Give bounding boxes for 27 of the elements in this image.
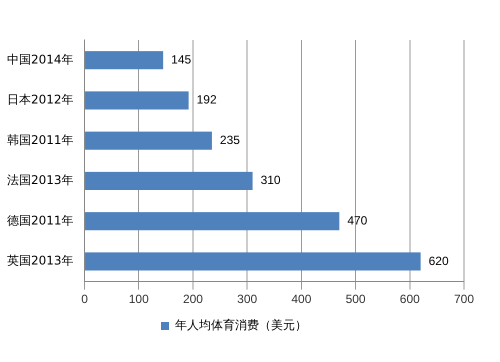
x-tick-label: 700 — [454, 292, 474, 306]
bar — [85, 172, 253, 190]
x-tick-label: 300 — [237, 292, 258, 306]
bar — [85, 252, 421, 271]
y-tick-label: 中国2014年 — [6, 52, 74, 66]
x-tick-label: 600 — [400, 292, 420, 306]
x-tick-label: 400 — [291, 292, 312, 306]
data-label: 145 — [171, 52, 192, 66]
data-label: 620 — [428, 254, 449, 268]
x-tick-label: 100 — [128, 292, 150, 306]
data-label: 192 — [196, 92, 217, 107]
data-label: 235 — [220, 132, 240, 147]
y-tick-label: 法国2013年 — [6, 173, 74, 188]
bar — [85, 132, 212, 150]
bar — [85, 51, 164, 70]
bar — [85, 91, 189, 110]
data-label: 310 — [260, 173, 281, 188]
x-tick-label: 0 — [81, 292, 88, 306]
data-label: 470 — [347, 214, 368, 228]
x-tick-label: 200 — [182, 292, 204, 306]
bar — [85, 212, 340, 230]
y-tick-label: 日本2012年 — [6, 92, 74, 107]
y-tick-label: 韩国2011年 — [6, 132, 74, 147]
legend-label: 年人均体育消费（美元） — [175, 318, 307, 332]
y-tick-label: 英国2013年 — [6, 254, 74, 268]
y-tick-label: 德国2011年 — [6, 213, 74, 228]
x-tick-label: 500 — [346, 292, 366, 306]
